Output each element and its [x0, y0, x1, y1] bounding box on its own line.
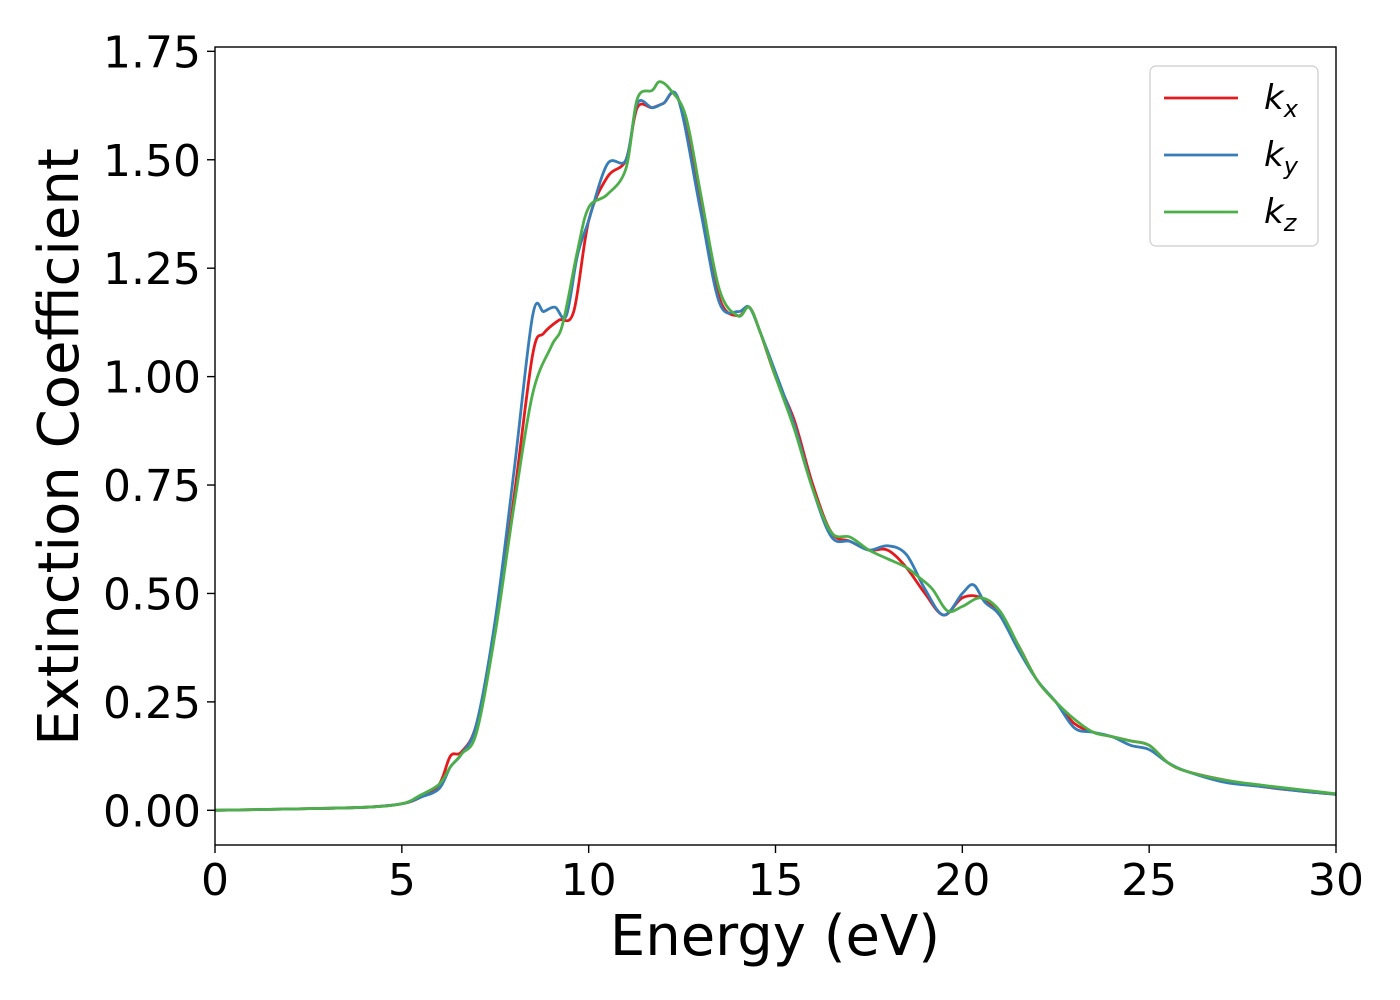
x-tick-label: 5	[388, 855, 416, 906]
x-tick-label: 20	[934, 855, 990, 906]
y-tick-label: 0.75	[103, 461, 201, 512]
legend: kx ky kz	[1149, 65, 1319, 247]
x-tick-label: 30	[1308, 855, 1364, 906]
y-tick-label: 1.75	[103, 27, 201, 78]
axes: 0 5 10 15 20 25 30 0.00 0.25 0.50 0.75 1.00 1.25 1.50…	[103, 27, 1364, 906]
x-axis-title: Energy (eV)	[610, 904, 940, 969]
y-axis-title: Extinction Coefficient	[27, 148, 92, 746]
plot-area	[215, 80, 1336, 812]
x-tick-label: 0	[201, 855, 229, 906]
y-tick-label: 1.00	[103, 353, 201, 404]
y-tick-label: 0.25	[103, 678, 201, 729]
x-tick-label: 10	[561, 855, 617, 906]
x-tick-label: 15	[748, 855, 804, 906]
y-tick-label: 1.25	[103, 244, 201, 295]
series-line-kz	[215, 80, 1336, 812]
legend-label-kz: kz	[1264, 192, 1298, 237]
y-tick-label: 1.50	[103, 136, 201, 187]
legend-label-ky: ky	[1264, 135, 1299, 180]
x-tick-label: 25	[1121, 855, 1177, 906]
y-tick-label: 0.00	[103, 786, 201, 837]
y-tick-label: 0.50	[103, 569, 201, 620]
legend-label-kx: kx	[1264, 78, 1299, 123]
